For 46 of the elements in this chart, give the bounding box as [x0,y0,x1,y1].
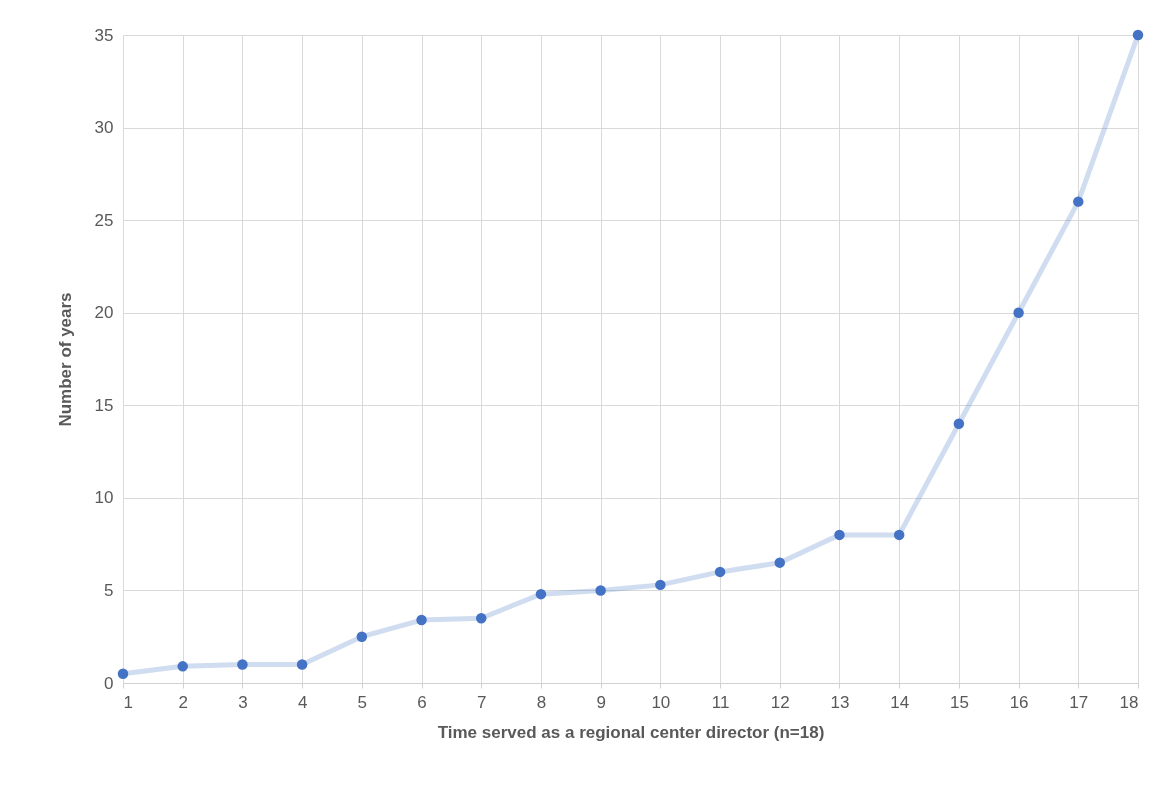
x-axis-title: Time served as a regional center director (n=18) [437,722,825,742]
point [1132,29,1144,41]
y-tick-label: 15 [94,395,114,415]
point [177,661,188,672]
point [1013,307,1024,318]
x-tick-label: 12 [770,692,790,712]
y-tick-label: 30 [94,118,114,138]
point [1073,196,1084,207]
x-tick-label: 17 [1069,692,1089,712]
x-tick-label: 5 [357,692,368,712]
x-tick-label: 2 [178,692,188,712]
y-tick-label: 35 [94,25,114,45]
x-tick-label: 7 [477,692,487,712]
x-tick-label: 11 [711,692,730,712]
x-tick-label: 4 [297,692,308,712]
y-tick-label: 25 [94,210,114,230]
point [655,579,666,591]
point [237,659,248,670]
y-tick-label: 20 [94,303,114,323]
point [834,529,845,541]
y-tick-label: 5 [104,580,114,600]
x-tick-label: 15 [949,692,969,712]
x-tick-label: 14 [890,692,910,712]
y-axis-title: Number of years [55,292,75,427]
point [475,612,487,624]
x-tick-label: 16 [1009,692,1029,712]
y-tick-label: 10 [94,488,114,508]
point [535,588,547,600]
x-tick-label: 3 [238,692,248,712]
point [296,659,308,670]
point [416,614,427,626]
point [774,557,786,568]
x-tick-label: 9 [596,692,606,712]
point [953,418,965,430]
point [356,631,368,642]
point [893,529,905,541]
point [595,585,606,596]
point [714,566,726,578]
x-tick-label: 13 [830,692,850,712]
x-tick-label: 10 [651,692,671,712]
point [117,668,129,679]
x-tick-label: 6 [417,692,427,712]
y-tick-label: 0 [104,673,114,693]
x-tick-label: 18 [1119,692,1139,712]
x-tick-label: 8 [536,692,547,712]
x-tick-label: 1 [123,692,133,712]
